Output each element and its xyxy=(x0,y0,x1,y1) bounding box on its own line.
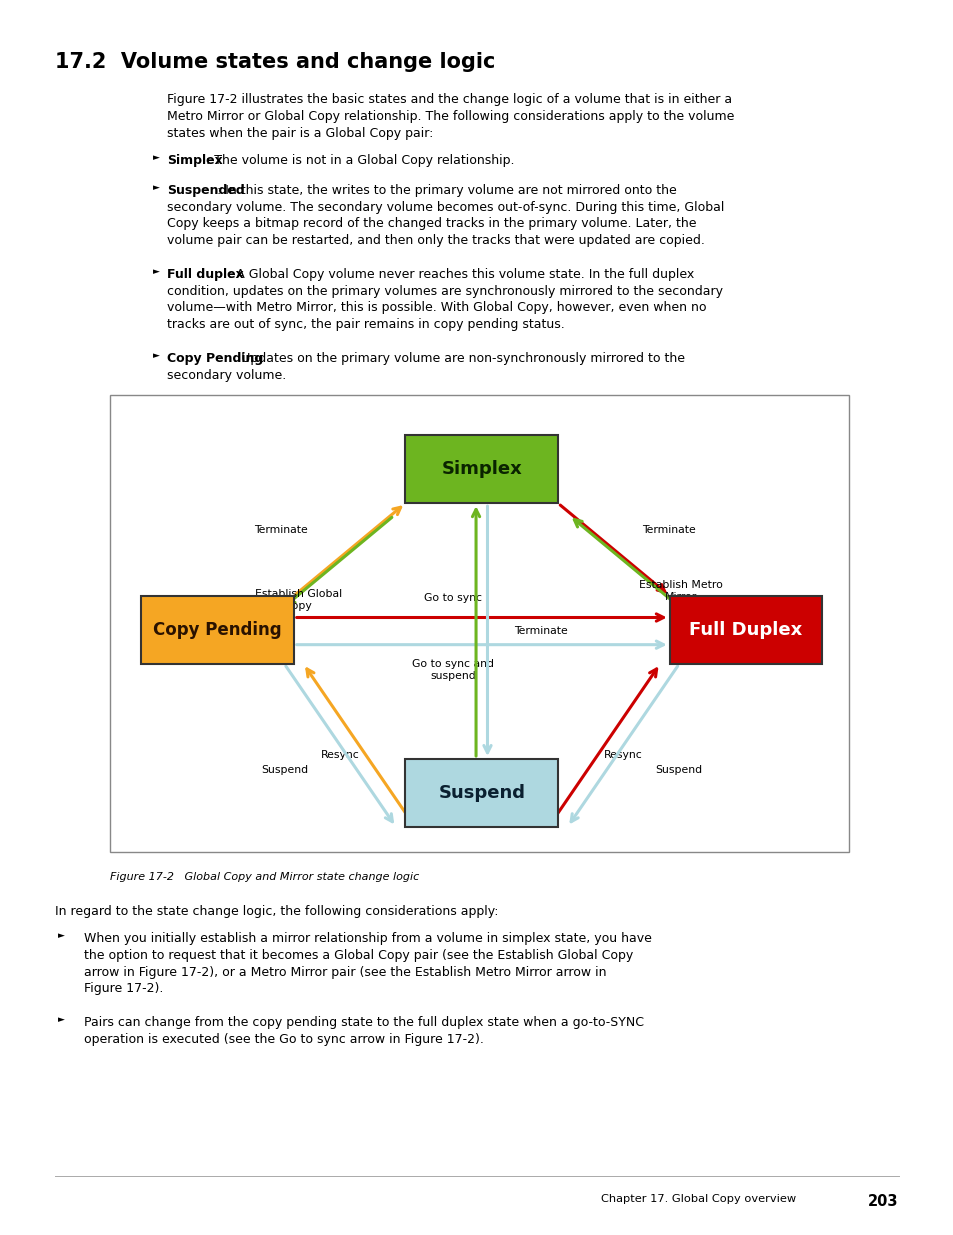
Text: Go to sync and
suspend: Go to sync and suspend xyxy=(412,659,494,680)
Text: ►: ► xyxy=(58,931,65,940)
Bar xyxy=(405,758,558,827)
Text: ►: ► xyxy=(152,351,159,359)
Text: Establish Global
Copy: Establish Global Copy xyxy=(254,589,341,610)
Text: tracks are out of sync, the pair remains in copy pending status.: tracks are out of sync, the pair remains… xyxy=(167,317,564,331)
Text: ►: ► xyxy=(152,153,159,162)
Text: Terminate: Terminate xyxy=(253,525,308,535)
Bar xyxy=(110,395,848,852)
Text: Metro Mirror or Global Copy relationship. The following considerations apply to : Metro Mirror or Global Copy relationship… xyxy=(167,110,734,124)
Text: secondary volume.: secondary volume. xyxy=(167,369,286,382)
Text: volume—with Metro Mirror, this is possible. With Global Copy, however, even when: volume—with Metro Mirror, this is possib… xyxy=(167,301,706,315)
Text: Figure 17-2   Global Copy and Mirror state change logic: Figure 17-2 Global Copy and Mirror state… xyxy=(110,872,418,882)
Text: : The volume is not in a Global Copy relationship.: : The volume is not in a Global Copy rel… xyxy=(206,154,514,168)
Bar xyxy=(405,435,558,504)
Text: arrow in Figure 17-2), or a Metro Mirror pair (see the Establish Metro Mirror ar: arrow in Figure 17-2), or a Metro Mirror… xyxy=(84,966,606,979)
Text: Terminate: Terminate xyxy=(514,626,567,636)
Text: Full Duplex: Full Duplex xyxy=(689,621,801,638)
Text: volume pair can be restarted, and then only the tracks that were updated are cop: volume pair can be restarted, and then o… xyxy=(167,235,704,247)
Text: operation is executed (see the Go to sync arrow in Figure 17-2).: operation is executed (see the Go to syn… xyxy=(84,1032,483,1046)
Text: ►: ► xyxy=(152,267,159,275)
Text: 203: 203 xyxy=(867,1194,898,1209)
Text: Suspended: Suspended xyxy=(167,184,244,198)
Text: Full duplex: Full duplex xyxy=(167,268,243,282)
Text: Resync: Resync xyxy=(320,751,359,761)
Text: Figure 17-2).: Figure 17-2). xyxy=(84,983,163,995)
Text: Resync: Resync xyxy=(603,751,642,761)
Bar xyxy=(669,597,821,664)
Text: secondary volume. The secondary volume becomes out-of-sync. During this time, Gl: secondary volume. The secondary volume b… xyxy=(167,201,723,214)
Text: : A Global Copy volume never reaches this volume state. In the full duplex: : A Global Copy volume never reaches thi… xyxy=(228,268,694,282)
Text: Suspend: Suspend xyxy=(261,766,308,776)
Bar xyxy=(141,597,294,664)
Text: the option to request that it becomes a Global Copy pair (see the Establish Glob: the option to request that it becomes a … xyxy=(84,948,633,962)
Text: Suspend: Suspend xyxy=(437,784,525,802)
Text: Copy Pending: Copy Pending xyxy=(167,352,263,366)
Text: Go to sync: Go to sync xyxy=(424,593,481,603)
Text: Copy keeps a bitmap record of the changed tracks in the primary volume. Later, t: Copy keeps a bitmap record of the change… xyxy=(167,217,696,231)
Text: ►: ► xyxy=(58,1015,65,1024)
Text: Chapter 17. Global Copy overview: Chapter 17. Global Copy overview xyxy=(600,1194,796,1204)
Text: ►: ► xyxy=(152,183,159,191)
Text: Suspend: Suspend xyxy=(655,766,701,776)
Text: When you initially establish a mirror relationship from a volume in simplex stat: When you initially establish a mirror re… xyxy=(84,932,651,946)
Text: condition, updates on the primary volumes are synchronously mirrored to the seco: condition, updates on the primary volume… xyxy=(167,284,722,298)
Text: Copy Pending: Copy Pending xyxy=(153,621,281,638)
Text: Simplex: Simplex xyxy=(167,154,222,168)
Text: Pairs can change from the copy pending state to the full duplex state when a go-: Pairs can change from the copy pending s… xyxy=(84,1016,643,1030)
Text: Simplex: Simplex xyxy=(441,461,521,478)
Text: : Updates on the primary volume are non-synchronously mirrored to the: : Updates on the primary volume are non-… xyxy=(233,352,684,366)
Text: In regard to the state change logic, the following considerations apply:: In regard to the state change logic, the… xyxy=(55,905,498,919)
Text: Terminate: Terminate xyxy=(641,525,696,535)
Text: Establish Metro
Mirror: Establish Metro Mirror xyxy=(639,580,721,601)
Text: states when the pair is a Global Copy pair:: states when the pair is a Global Copy pa… xyxy=(167,127,433,141)
Text: : In this state, the writes to the primary volume are not mirrored onto the: : In this state, the writes to the prima… xyxy=(216,184,676,198)
Text: 17.2  Volume states and change logic: 17.2 Volume states and change logic xyxy=(55,52,496,72)
Text: Figure 17-2 illustrates the basic states and the change logic of a volume that i: Figure 17-2 illustrates the basic states… xyxy=(167,93,731,106)
